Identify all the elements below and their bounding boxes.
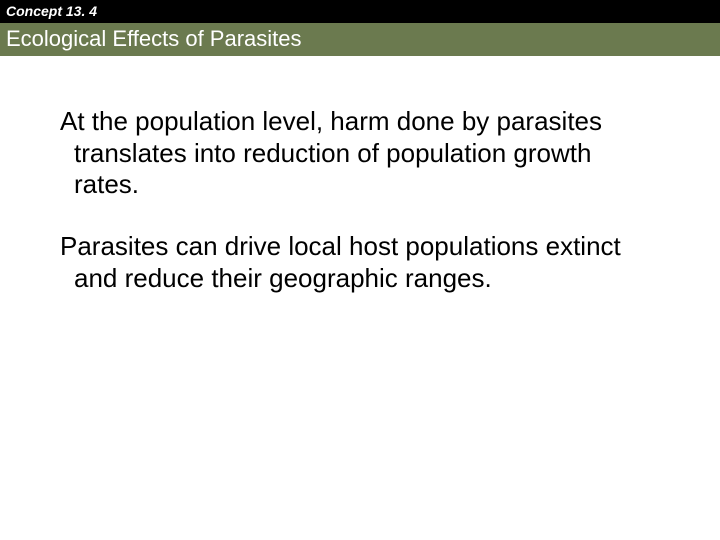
concept-bar: Concept 13. 4 <box>0 0 720 23</box>
concept-label: Concept 13. 4 <box>6 3 97 19</box>
body-paragraph: At the population level, harm done by pa… <box>60 106 660 201</box>
body-paragraph: Parasites can drive local host populatio… <box>60 231 660 294</box>
title-bar: Ecological Effects of Parasites <box>0 23 720 56</box>
slide-title: Ecological Effects of Parasites <box>6 26 302 51</box>
slide-body: At the population level, harm done by pa… <box>0 56 720 295</box>
